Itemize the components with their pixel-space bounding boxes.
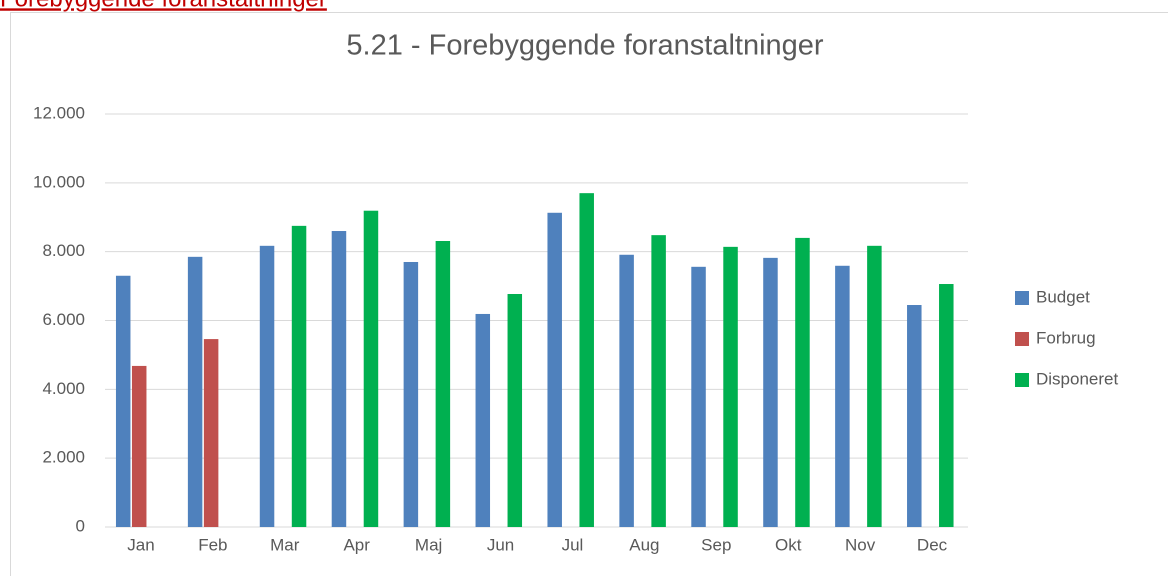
chart-title: 5.21 - Forebyggende foranstaltninger [346,30,824,62]
x-tick-label: Dec [917,535,948,554]
x-tick-label: Feb [198,535,227,554]
bar [723,246,738,527]
x-tick-label: Jan [127,535,154,554]
y-tick-label: 8.000 [42,241,85,260]
x-tick-label: Aug [629,535,659,554]
bar [363,210,379,528]
legend-label: Budget [1036,287,1090,306]
y-tick-label: 0 [76,516,85,535]
legend-label: Forbrug [1036,328,1096,347]
y-tick-label: 6.000 [42,310,85,329]
bar [763,257,778,527]
x-tick-label: Jul [562,535,584,554]
bar [131,365,147,527]
bar [475,313,491,527]
bar [115,275,131,527]
bar [939,284,954,527]
y-tick-label: 4.000 [42,379,85,398]
bar [907,305,922,527]
x-tick-label: Maj [415,535,442,554]
x-tick-label: Mar [270,535,300,554]
bar [203,339,219,527]
legend-swatch [1015,291,1029,305]
x-tick-label: Nov [845,535,876,554]
bar [507,293,523,527]
bar [435,240,451,527]
bar [259,245,275,527]
bar [547,212,562,528]
heading[interactable]: Forebyggende foranstaltninger [0,0,327,12]
x-tick-label: Okt [775,535,802,554]
y-tick-label: 12.000 [33,103,85,122]
bar [291,225,307,527]
bar [795,237,810,527]
y-tick-label: 10.000 [33,172,85,191]
bar [867,245,882,527]
bar [619,254,634,527]
legend-label: Disponeret [1036,369,1118,388]
bar [403,261,419,527]
bar [691,266,706,527]
bar [835,265,850,527]
legend-swatch [1015,332,1029,346]
x-tick-label: Apr [343,535,370,554]
x-tick-label: Sep [701,535,731,554]
bar [651,235,666,527]
bar [579,193,594,528]
bar [187,256,203,527]
bar [331,231,347,527]
legend-swatch [1015,373,1029,387]
x-tick-label: Jun [487,535,514,554]
y-tick-label: 2.000 [42,448,85,467]
